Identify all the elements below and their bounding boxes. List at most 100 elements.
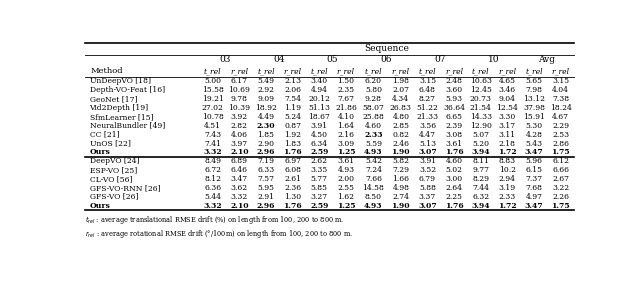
Text: 7.66: 7.66	[365, 175, 382, 183]
Text: 18.92: 18.92	[255, 104, 277, 112]
Text: 03: 03	[220, 55, 231, 64]
Text: 1.90: 1.90	[392, 202, 410, 210]
Text: 4.93: 4.93	[364, 202, 383, 210]
Text: r_rel: r_rel	[499, 67, 516, 75]
Text: 6.79: 6.79	[419, 175, 436, 183]
Text: 4.94: 4.94	[311, 86, 328, 94]
Text: 3.91: 3.91	[419, 157, 436, 165]
Text: 14.33: 14.33	[470, 113, 492, 121]
Text: 6.15: 6.15	[525, 166, 543, 174]
Text: 7.38: 7.38	[552, 95, 569, 103]
Text: 9.28: 9.28	[365, 95, 382, 103]
Text: r_rel: r_rel	[392, 67, 410, 75]
Text: 7.29: 7.29	[392, 166, 410, 174]
Text: 3.19: 3.19	[499, 184, 516, 192]
Text: 12.45: 12.45	[470, 86, 492, 94]
Text: 27.02: 27.02	[202, 104, 223, 112]
Text: 2.29: 2.29	[552, 122, 569, 130]
Text: t_rel: t_rel	[310, 67, 328, 75]
Text: r_rel: r_rel	[337, 67, 355, 75]
Text: 3.61: 3.61	[337, 157, 355, 165]
Text: 2.10: 2.10	[230, 148, 249, 156]
Text: 3.60: 3.60	[445, 86, 463, 94]
Text: 58.07: 58.07	[362, 104, 384, 112]
Text: t_rel: t_rel	[257, 67, 275, 75]
Text: 1.75: 1.75	[552, 148, 570, 156]
Text: Method: Method	[91, 67, 124, 75]
Text: 26.83: 26.83	[390, 104, 412, 112]
Text: 5.02: 5.02	[445, 166, 463, 174]
Text: 3.09: 3.09	[337, 140, 355, 148]
Text: 3.35: 3.35	[310, 166, 328, 174]
Text: 9.78: 9.78	[231, 95, 248, 103]
Text: 04: 04	[273, 55, 285, 64]
Text: 6.46: 6.46	[231, 166, 248, 174]
Text: 7.41: 7.41	[204, 140, 221, 148]
Text: 1.90: 1.90	[392, 148, 410, 156]
Text: 6.32: 6.32	[472, 193, 490, 201]
Text: 3.91: 3.91	[310, 122, 328, 130]
Text: 10.2: 10.2	[499, 166, 516, 174]
Text: 2.62: 2.62	[311, 157, 328, 165]
Text: 10: 10	[488, 55, 499, 64]
Text: 3.15: 3.15	[419, 78, 436, 86]
Text: 2.53: 2.53	[552, 131, 569, 139]
Text: 1.50: 1.50	[337, 78, 355, 86]
Text: 3.94: 3.94	[472, 202, 490, 210]
Text: 14.58: 14.58	[362, 184, 384, 192]
Text: 5.30: 5.30	[525, 122, 543, 130]
Text: 10.78: 10.78	[202, 113, 223, 121]
Text: 2.74: 2.74	[392, 193, 410, 201]
Text: 2.25: 2.25	[445, 193, 463, 201]
Text: 1.76: 1.76	[445, 202, 463, 210]
Text: 5.42: 5.42	[365, 157, 382, 165]
Text: 6.12: 6.12	[552, 157, 569, 165]
Text: 51.22: 51.22	[417, 104, 438, 112]
Text: 8.50: 8.50	[365, 193, 382, 201]
Text: 2.36: 2.36	[284, 184, 301, 192]
Text: 6.48: 6.48	[419, 86, 436, 94]
Text: 8.27: 8.27	[419, 95, 436, 103]
Text: 8.29: 8.29	[472, 175, 489, 183]
Text: 21.33: 21.33	[417, 113, 438, 121]
Text: 4.28: 4.28	[525, 131, 543, 139]
Text: 2.33: 2.33	[364, 131, 383, 139]
Text: 5.00: 5.00	[204, 78, 221, 86]
Text: 7.19: 7.19	[257, 157, 275, 165]
Text: 5.95: 5.95	[257, 184, 275, 192]
Text: 2.59: 2.59	[310, 202, 328, 210]
Text: 2.55: 2.55	[337, 184, 355, 192]
Text: 4.06: 4.06	[231, 131, 248, 139]
Text: 6.17: 6.17	[231, 78, 248, 86]
Text: 5.20: 5.20	[472, 140, 489, 148]
Text: 4.50: 4.50	[311, 131, 328, 139]
Text: 4.10: 4.10	[337, 113, 355, 121]
Text: 6.72: 6.72	[204, 166, 221, 174]
Text: 1.76: 1.76	[284, 202, 302, 210]
Text: 6.33: 6.33	[257, 166, 275, 174]
Text: 3.30: 3.30	[499, 113, 516, 121]
Text: 2.91: 2.91	[257, 193, 275, 201]
Text: 5.85: 5.85	[311, 184, 328, 192]
Text: 1.75: 1.75	[552, 202, 570, 210]
Text: 5.44: 5.44	[204, 193, 221, 201]
Text: 4.93: 4.93	[337, 166, 355, 174]
Text: 3.15: 3.15	[552, 78, 569, 86]
Text: 37.98: 37.98	[523, 104, 545, 112]
Text: 1.76: 1.76	[445, 148, 463, 156]
Text: 2.82: 2.82	[231, 122, 248, 130]
Text: 8.12: 8.12	[204, 175, 221, 183]
Text: 7.68: 7.68	[525, 184, 543, 192]
Text: 2.64: 2.64	[445, 184, 463, 192]
Text: 8.49: 8.49	[204, 157, 221, 165]
Text: 4.49: 4.49	[257, 113, 275, 121]
Text: 7.44: 7.44	[472, 184, 489, 192]
Text: r_rel: r_rel	[230, 67, 248, 75]
Text: 25.88: 25.88	[362, 113, 384, 121]
Text: 3.00: 3.00	[445, 175, 463, 183]
Text: 1.98: 1.98	[392, 78, 410, 86]
Text: 5.65: 5.65	[525, 78, 543, 86]
Text: 5.77: 5.77	[311, 175, 328, 183]
Text: 05: 05	[326, 55, 338, 64]
Text: 10.63: 10.63	[470, 78, 492, 86]
